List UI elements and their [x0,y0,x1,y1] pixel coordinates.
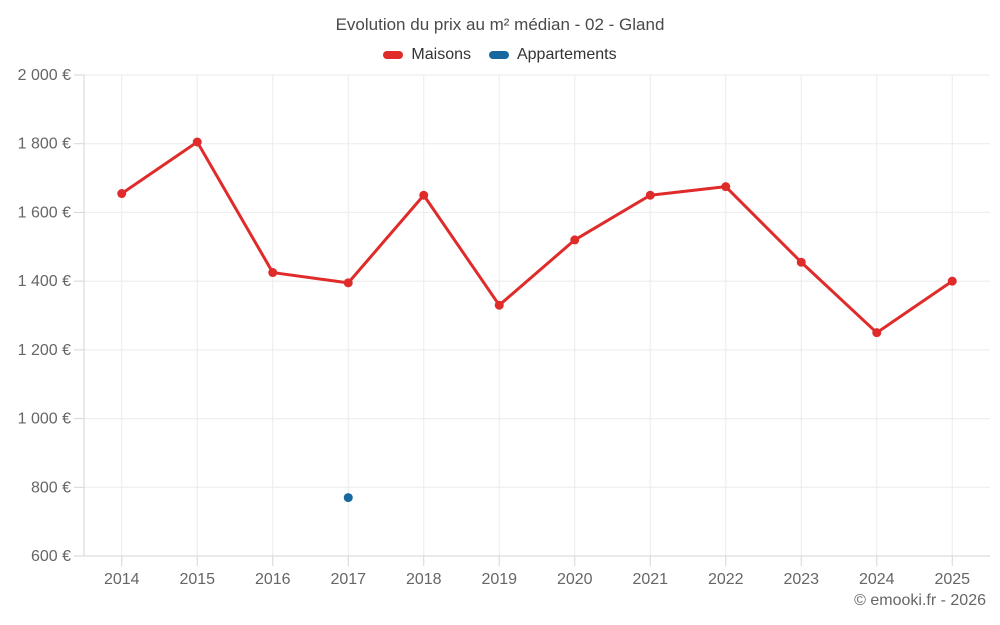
point-maisons-2017[interactable] [343,278,353,288]
point-maisons-2020[interactable] [570,235,580,245]
legend-item-appartements[interactable]: Appartements [488,46,617,64]
legend-item-maisons[interactable]: Maisons [383,46,471,64]
y-tick-label: 600 € [31,548,71,565]
point-maisons-2025[interactable] [947,276,957,286]
point-maisons-2018[interactable] [419,190,429,200]
y-tick-label: 1 600 € [18,204,71,221]
point-appartements-2017[interactable] [343,493,353,503]
x-tick-label: 2015 [179,571,215,588]
credit-text: © emooki.fr - 2026 [854,592,986,609]
chart-title: Evolution du prix au m² médian - 02 - Gl… [335,15,665,34]
x-tick-label: 2014 [104,571,140,588]
point-maisons-2015[interactable] [192,137,202,147]
legend-label: Appartements [516,46,617,63]
legend: Maisons Appartements [0,46,1000,64]
series-line-maisons [120,140,954,335]
point-maisons-2021[interactable] [645,190,655,200]
point-maisons-2019[interactable] [494,300,504,310]
x-tick-label: 2016 [255,571,291,588]
y-tick-label: 1 800 € [18,136,71,153]
x-tick-label: 2021 [632,571,668,588]
point-maisons-2014[interactable] [117,189,127,199]
legend-label: Maisons [411,46,471,63]
point-maisons-2022[interactable] [721,182,731,192]
point-maisons-2023[interactable] [796,257,806,267]
point-maisons-2024[interactable] [872,328,882,338]
x-tick-label: 2020 [557,571,593,588]
y-tick-label: 1 400 € [18,273,71,290]
legend-swatch-maisons [383,51,404,59]
y-tick-label: 1 000 € [18,411,71,428]
x-tick-label: 2023 [783,571,819,588]
x-tick-label: 2025 [934,571,970,588]
point-maisons-2016[interactable] [268,268,278,278]
x-tick-label: 2019 [481,571,517,588]
x-tick-label: 2017 [330,571,366,588]
y-tick-label: 800 € [31,479,71,496]
x-tick-label: 2018 [406,571,442,588]
x-tick-label: 2024 [859,571,895,588]
y-tick-label: 1 200 € [18,342,71,359]
x-tick-label: 2022 [708,571,744,588]
legend-swatch-appartements [488,51,509,59]
y-tick-label: 2 000 € [18,67,71,84]
